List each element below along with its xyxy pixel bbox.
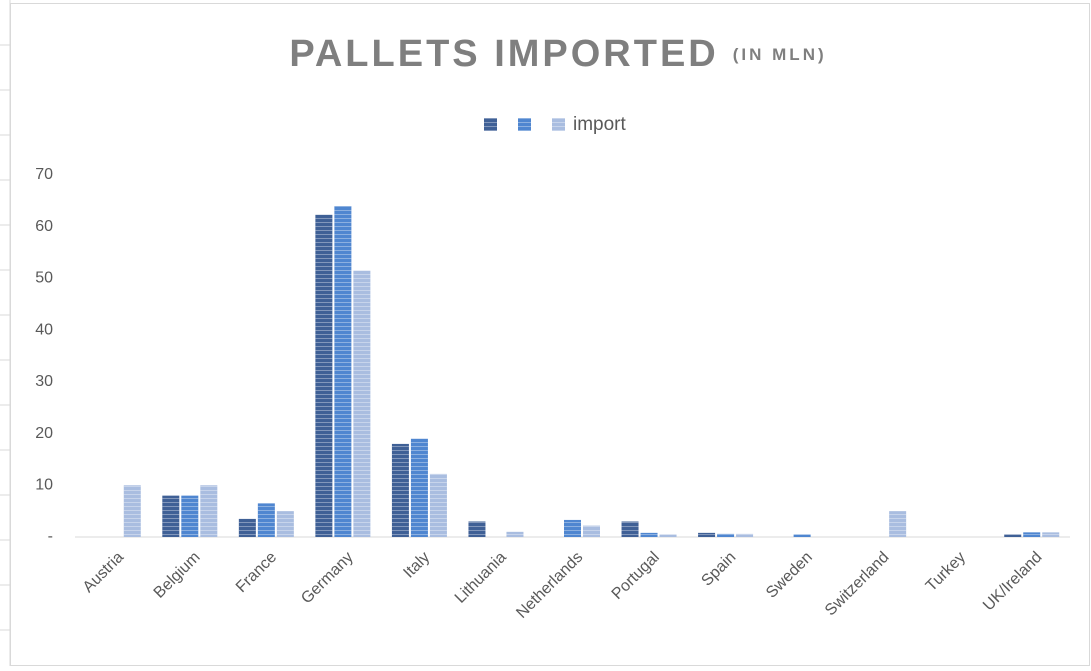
bar-stripe (640, 532, 658, 537)
y-tick-label: 70 (35, 166, 53, 183)
bar-stripe (410, 438, 428, 537)
title-main: PALLETS IMPORTED (289, 33, 718, 75)
y-tick-label: 20 (35, 425, 53, 442)
bar-stripe (238, 518, 256, 537)
bar-stripe (793, 534, 811, 537)
bar-stripe (334, 206, 352, 537)
title-sub: (IN MLN) (733, 45, 827, 64)
bar-stripe (506, 531, 524, 537)
y-tick-label: 60 (35, 218, 53, 235)
y-tick-label: 10 (35, 477, 53, 494)
bar-stripe (736, 533, 754, 537)
bar-stripe (621, 521, 639, 537)
bar-stripe (353, 270, 371, 537)
bar-stripe (583, 525, 600, 537)
bar-stripe (698, 532, 716, 537)
bar-stripe (564, 519, 581, 537)
y-tick-label: - (48, 528, 53, 545)
bar-stripe (468, 521, 486, 537)
y-tick-label: 40 (35, 321, 53, 338)
bar-stripe (123, 485, 141, 537)
bar-stripe (181, 495, 199, 537)
chart-title: PALLETS IMPORTED (IN MLN) (289, 33, 826, 75)
legend-swatch-stripe (552, 118, 565, 131)
bar-stripe (391, 443, 409, 537)
bar-stripe (162, 495, 180, 537)
bar-stripe (315, 214, 333, 537)
bar-stripe (659, 534, 677, 537)
y-tick-label: 50 (35, 270, 53, 287)
bar-stripe (1004, 534, 1022, 537)
bar-stripe (257, 503, 275, 537)
y-tick-label: 30 (35, 373, 53, 390)
bar-stripe (276, 511, 294, 537)
bar-stripe (429, 473, 447, 537)
bar-stripe (1042, 532, 1060, 537)
legend-swatch-stripe (518, 118, 531, 131)
bar-stripe (200, 485, 218, 537)
bar-stripe (1023, 532, 1041, 537)
bar-stripe (717, 533, 735, 537)
bar-stripe (889, 511, 907, 537)
legend-label: import (573, 114, 627, 135)
legend-swatch-stripe (484, 118, 497, 131)
